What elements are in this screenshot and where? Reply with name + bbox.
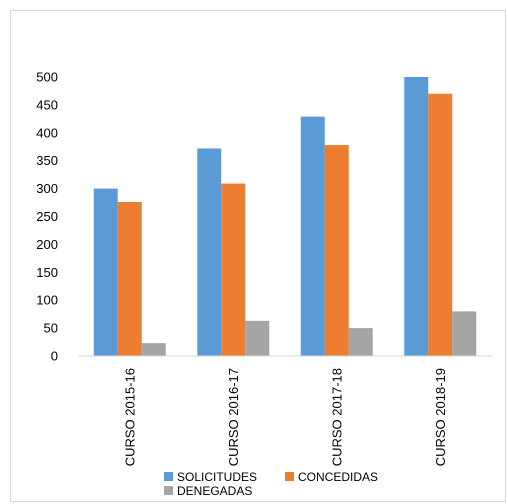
bar-concedidas-3 <box>324 145 349 356</box>
legend: SOLICITUDES CONCEDIDAS DENEGADAS <box>164 470 378 498</box>
legend-label-solicitudes: SOLICITUDES <box>177 470 257 484</box>
bar-denegadas-2 <box>245 320 270 356</box>
legend-swatch-concedidas <box>285 472 294 481</box>
y-tick-label: 250 <box>36 209 58 224</box>
bar-concedidas-2 <box>221 183 246 356</box>
bar-denegadas-3 <box>348 328 373 356</box>
bar-denegadas-1 <box>141 343 166 356</box>
y-tick-label: 200 <box>36 237 58 252</box>
bar-solicitudes-4 <box>404 77 429 356</box>
legend-swatch-denegadas <box>164 486 173 495</box>
x-tick-label: CURSO 2017-18 <box>329 368 344 466</box>
bars <box>93 77 477 357</box>
y-tick-label: 150 <box>36 265 58 280</box>
bar-denegadas-4 <box>452 311 477 356</box>
bar-solicitudes-1 <box>93 188 118 356</box>
bar-solicitudes-2 <box>197 148 222 356</box>
y-tick-label: 300 <box>36 181 58 196</box>
x-tick-label: CURSO 2018-19 <box>433 368 448 466</box>
legend-label-concedidas: CONCEDIDAS <box>298 470 378 484</box>
bar-solicitudes-3 <box>300 116 325 356</box>
y-tick-label: 400 <box>36 125 58 140</box>
y-tick-label: 350 <box>36 153 58 168</box>
y-tick-label: 50 <box>44 321 58 336</box>
y-tick-label: 0 <box>51 349 58 364</box>
legend-swatch-solicitudes <box>164 472 173 481</box>
y-tick-label: 100 <box>36 293 58 308</box>
legend-label-denegadas: DENEGADAS <box>177 484 252 498</box>
x-tick-label: CURSO 2015-16 <box>122 368 137 466</box>
bar-concedidas-1 <box>117 201 142 356</box>
x-axis-ticks: CURSO 2015-16 CURSO 2016-17 CURSO 2017-18 C… <box>122 368 448 466</box>
x-tick-label: CURSO 2016-17 <box>226 368 241 466</box>
bar-concedidas-4 <box>428 93 453 357</box>
y-tick-label: 500 <box>36 70 58 85</box>
y-tick-label: 450 <box>36 97 58 112</box>
